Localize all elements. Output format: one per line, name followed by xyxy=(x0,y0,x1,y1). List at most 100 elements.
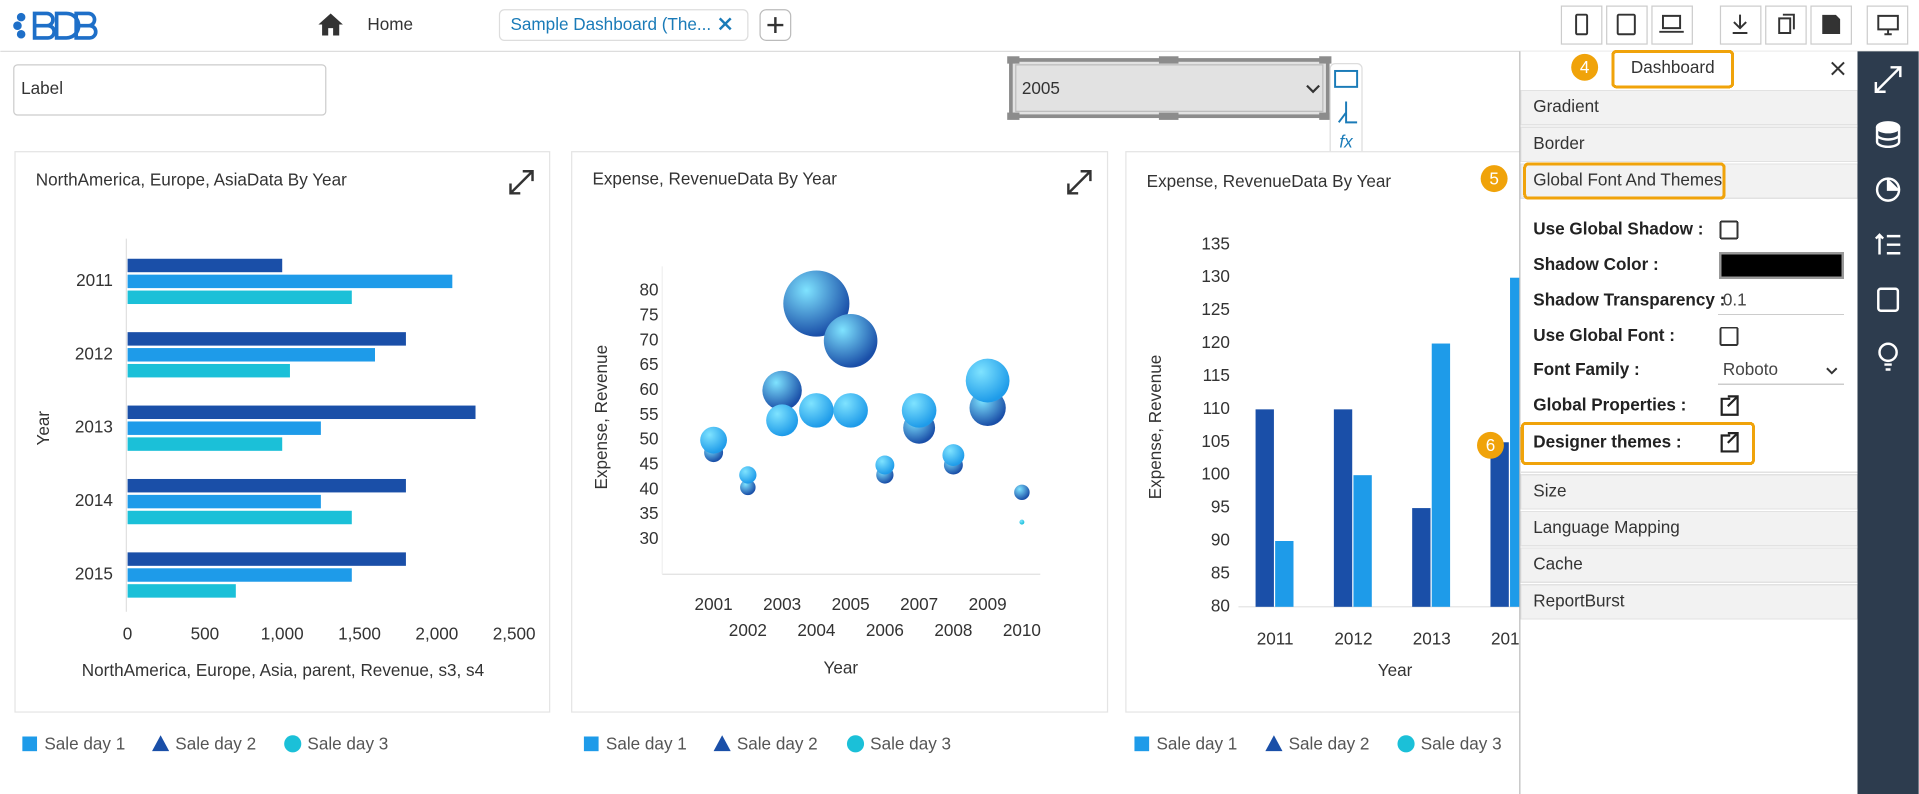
section-title: Gradient xyxy=(1533,97,1599,116)
y-tick-label: 85 xyxy=(1211,563,1230,582)
home-icon[interactable] xyxy=(318,13,343,36)
sidebar-icons xyxy=(1874,66,1902,371)
select-value[interactable]: Roboto xyxy=(1723,360,1778,379)
sidebar-expand[interactable] xyxy=(1874,66,1902,93)
properties-tool[interactable] xyxy=(1334,69,1359,88)
legend-marker xyxy=(1134,736,1150,752)
chart-title: NorthAmerica, Europe, AsiaData By Year xyxy=(36,171,347,190)
bar xyxy=(127,332,406,346)
panel-section[interactable] xyxy=(1520,510,1859,547)
axis-tool[interactable] xyxy=(1337,101,1358,124)
checkbox[interactable] xyxy=(1719,220,1739,240)
panel-section[interactable] xyxy=(1520,474,1859,510)
laptop-view-button[interactable] xyxy=(1651,5,1693,45)
section-title: Cache xyxy=(1533,555,1582,574)
panel-title: Dashboard xyxy=(1631,58,1715,77)
label-widget[interactable] xyxy=(13,64,327,116)
highlight-box xyxy=(1520,421,1756,466)
y-tick-label: 2015 xyxy=(75,565,113,584)
bar xyxy=(127,494,321,509)
section-title: Border xyxy=(1533,134,1585,153)
sidebar-script[interactable] xyxy=(1877,287,1900,312)
filter-select[interactable] xyxy=(1015,64,1324,112)
tablet-view-button[interactable] xyxy=(1606,5,1648,45)
x-axis-label: Year xyxy=(1378,661,1413,680)
expand-icons xyxy=(509,170,1092,195)
copy-button[interactable] xyxy=(1765,5,1807,45)
field-label: Use Global Font : xyxy=(1533,326,1675,345)
legend-marker xyxy=(1265,735,1283,752)
input-value[interactable]: 0.1 xyxy=(1723,290,1747,309)
panel-content: Dashboard 4 Gradient Border Global Font And … xyxy=(1477,49,1859,620)
legend-label: Sale day 1 xyxy=(1156,735,1237,754)
mobile-view-button[interactable] xyxy=(1560,5,1603,45)
panel-section[interactable] xyxy=(1520,89,1859,126)
charts: NorthAmerica, Europe, AsiaData By Year No… xyxy=(22,169,1616,754)
tab[interactable] xyxy=(498,9,749,41)
x-tick-label: 2002 xyxy=(729,621,767,640)
legend-label: Sale day 3 xyxy=(1421,735,1502,754)
y-tick-label: 50 xyxy=(640,430,659,449)
x-tick-label: 2001 xyxy=(695,595,733,614)
color-picker[interactable] xyxy=(1719,252,1845,279)
select-chevron xyxy=(1826,367,1838,375)
panel-section[interactable] xyxy=(1520,584,1859,620)
x-tick-label: 1,000 xyxy=(261,624,304,643)
y-tick-label: 35 xyxy=(640,504,659,523)
legend-label: Sale day 3 xyxy=(307,735,388,754)
tab-title[interactable]: Sample Dashboard (The... xyxy=(511,15,712,34)
callout-number: 6 xyxy=(1486,436,1496,455)
home-link[interactable]: Home xyxy=(367,15,413,34)
bar xyxy=(1353,475,1372,607)
open-link-icon[interactable] xyxy=(1720,431,1739,453)
y-tick-label: 2011 xyxy=(76,271,113,290)
download-button[interactable] xyxy=(1719,5,1762,45)
x-tick-label: 1,500 xyxy=(338,624,381,643)
open-link-icon[interactable] xyxy=(1720,395,1739,416)
chart-card xyxy=(571,151,1109,713)
sidebar-help[interactable] xyxy=(1878,342,1898,363)
y-tick-label: 110 xyxy=(1203,399,1230,418)
logo[interactable] xyxy=(13,11,98,40)
x-tick-label: 2,000 xyxy=(415,624,458,643)
legend-marker xyxy=(713,735,731,752)
panel-section[interactable] xyxy=(1520,126,1859,163)
field-label: Shadow Color : xyxy=(1533,255,1658,274)
bubble xyxy=(965,358,1010,403)
bubble xyxy=(1019,519,1025,525)
checkbox[interactable] xyxy=(1719,327,1739,346)
preview-button[interactable] xyxy=(1866,5,1909,45)
bubble xyxy=(740,479,756,496)
x-tick-label: 2006 xyxy=(866,621,904,640)
bubble xyxy=(799,393,834,428)
sidebar-data[interactable] xyxy=(1875,121,1901,134)
formula-tool[interactable]: fx xyxy=(1339,133,1354,152)
bubble xyxy=(823,314,878,368)
x-tick-label: 0 xyxy=(123,624,133,643)
sidebar-layout[interactable] xyxy=(1874,233,1901,255)
tab-close[interactable] xyxy=(718,17,732,31)
field-label: Font Family : xyxy=(1533,360,1639,379)
x-tick-label: 2,500 xyxy=(493,624,536,643)
y-tick-label: 70 xyxy=(640,330,659,349)
bar xyxy=(1275,540,1294,607)
y-tick-label: 75 xyxy=(640,306,659,325)
y-tick-label: 130 xyxy=(1201,267,1230,286)
expand-button[interactable] xyxy=(509,170,534,195)
panel-close[interactable] xyxy=(1831,61,1845,76)
y-tick-label: 2014 xyxy=(75,491,114,510)
y-tick-label: 105 xyxy=(1201,432,1230,451)
section-title: Language Mapping xyxy=(1533,518,1680,537)
y-tick-label: 125 xyxy=(1201,300,1230,319)
bar xyxy=(127,510,352,525)
legend-label: Sale day 2 xyxy=(1289,735,1370,754)
y-axis-label: Expense, Revenue xyxy=(1146,355,1165,500)
bar xyxy=(127,363,290,378)
bar xyxy=(127,290,352,305)
bar xyxy=(1255,409,1274,607)
highlight-box xyxy=(1523,162,1726,200)
bubble xyxy=(700,426,727,454)
x-tick-label: 2007 xyxy=(900,595,938,614)
expand-button[interactable] xyxy=(1067,170,1092,195)
